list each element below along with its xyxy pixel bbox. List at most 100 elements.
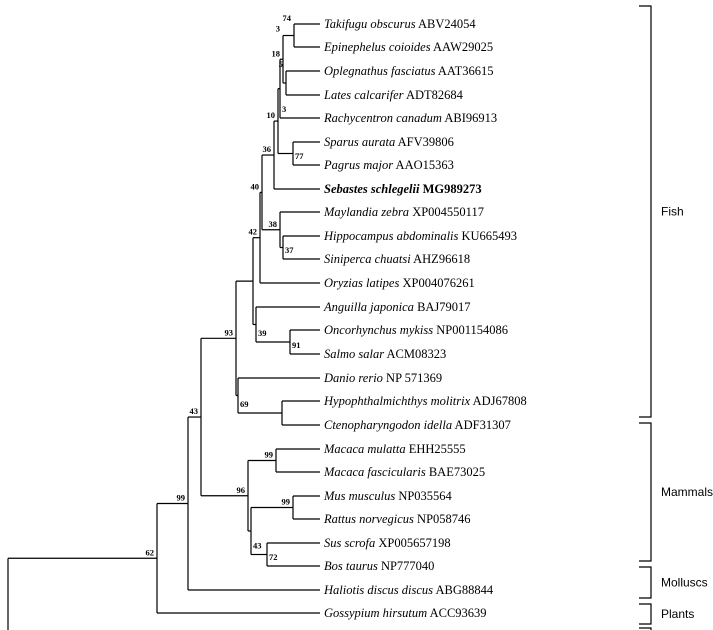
accession-number: ABI96913: [442, 111, 497, 125]
species-name: Pagrus major: [323, 158, 393, 172]
species-name: Bos taurus: [324, 559, 378, 573]
bootstrap-value: 18: [272, 48, 281, 58]
species-name: Haliotis discus discus: [323, 583, 433, 597]
bootstrap-value: 37: [285, 245, 294, 255]
accession-number: XP004550117: [409, 205, 484, 219]
accession-number: ADJ67808: [470, 394, 527, 408]
species-name: Oncorhynchus mykiss: [324, 323, 433, 337]
taxon-label: Epinephelus coioides AAW29025: [323, 40, 493, 54]
group-label: Fish: [661, 205, 684, 219]
accession-number: MG989273: [419, 182, 481, 196]
accession-number: ABG88844: [433, 583, 494, 597]
taxon-label: Siniperca chuatsi AHZ96618: [324, 252, 470, 266]
bootstrap-value: 39: [258, 328, 267, 338]
species-name: Sparus aurata: [324, 135, 395, 149]
taxon-label: Sus scrofa XP005657198: [324, 536, 451, 550]
bootstrap-value: 3: [282, 104, 286, 114]
species-name: Gossypium hirsutum: [324, 606, 427, 620]
accession-number: ACC93639: [427, 606, 486, 620]
species-name: Lates calcarifer: [323, 88, 404, 102]
group-label: Mammals: [661, 485, 713, 499]
taxon-label: Mus musculus NP035564: [323, 489, 453, 503]
taxon-label: Oplegnathus fasciatus AAT36615: [324, 64, 493, 78]
taxon-label: Salmo salar ACM08323: [324, 347, 446, 361]
taxon-label: Ctenopharyngodon idella ADF31307: [324, 418, 511, 432]
species-name: Sebastes schlegelii: [324, 182, 420, 196]
group-bracket-partial: [639, 627, 652, 630]
species-name: Sus scrofa: [324, 536, 375, 550]
accession-number: BAE73025: [426, 465, 485, 479]
taxon-label: Danio rerio NP 571369: [323, 371, 442, 385]
accession-number: AAO15363: [393, 158, 454, 172]
accession-number: AHZ96618: [411, 252, 470, 266]
taxon-label: Oncorhynchus mykiss NP001154086: [324, 323, 508, 337]
taxon-label: Pagrus major AAO15363: [323, 158, 454, 172]
accession-number: NP001154086: [433, 323, 508, 337]
species-name: Rachycentron canadum: [323, 111, 442, 125]
taxon-label: Maylandia zebra XP004550117: [323, 205, 484, 219]
species-name: Mus musculus: [323, 489, 395, 503]
group-brackets: Fish Mammals Molluscs Plants: [639, 5, 713, 630]
bootstrap-value: 99: [282, 497, 291, 507]
taxon-label: Macaca mulatta EHH25555: [323, 442, 466, 456]
bootstrap-value: 91: [292, 340, 301, 350]
species-name: Takifugu obscurus: [324, 17, 416, 31]
group-bracket: [639, 603, 652, 625]
accession-number: ADT82684: [404, 88, 464, 102]
bootstrap-value: 42: [249, 227, 258, 237]
accession-number: NP 571369: [383, 371, 442, 385]
support-values: 7435183107736403837423993916999439996994…: [146, 13, 305, 562]
bootstrap-value: 40: [251, 181, 260, 191]
accession-number: KU665493: [458, 229, 517, 243]
group-bracket: [639, 422, 652, 562]
accession-number: NP777040: [378, 559, 435, 573]
accession-number: NP058746: [414, 512, 471, 526]
accession-number: ADF31307: [452, 418, 511, 432]
species-name: Oryzias latipes: [324, 276, 399, 290]
species-name: Macaca fascicularis: [323, 465, 426, 479]
bootstrap-value: 72: [269, 552, 278, 562]
taxon-label: Sebastes schlegelii MG989273: [324, 182, 482, 196]
bootstrap-value: 74: [283, 13, 292, 23]
species-name: Epinephelus coioides: [323, 40, 431, 54]
bootstrap-value: 5: [279, 59, 283, 69]
accession-number: AAT36615: [435, 64, 493, 78]
taxon-label: Lates calcarifer ADT82684: [323, 88, 464, 102]
species-name: Macaca mulatta: [323, 442, 406, 456]
bootstrap-value: 99: [265, 450, 274, 460]
bootstrap-value: 93: [225, 327, 234, 337]
accession-number: AFV39806: [395, 135, 454, 149]
accession-number: BAJ79017: [414, 300, 471, 314]
taxon-label: Sparus aurata AFV39806: [324, 135, 454, 149]
taxon-label: Gossypium hirsutum ACC93639: [324, 606, 487, 620]
bootstrap-value: 43: [190, 406, 199, 416]
accession-number: XP005657198: [375, 536, 450, 550]
group-label: Molluscs: [661, 576, 708, 590]
species-name: Maylandia zebra: [323, 205, 409, 219]
accession-number: AAW29025: [431, 40, 494, 54]
bootstrap-value: 99: [177, 493, 186, 503]
species-name: Hippocampus abdominalis: [323, 229, 459, 243]
taxon-label: Rachycentron canadum ABI96913: [323, 111, 497, 125]
bootstrap-value: 62: [146, 547, 155, 557]
taxon-label: Haliotis discus discus ABG88844: [323, 583, 494, 597]
taxon-label: Rattus norvegicus NP058746: [323, 512, 471, 526]
bootstrap-value: 96: [237, 485, 246, 495]
accession-number: EHH25555: [406, 442, 466, 456]
species-name: Anguilla japonica: [323, 300, 414, 314]
species-name: Rattus norvegicus: [323, 512, 414, 526]
taxon-labels: Takifugu obscurus ABV24054 Epinephelus co…: [323, 17, 527, 620]
group-label: Plants: [661, 607, 694, 621]
taxon-label: Oryzias latipes XP004076261: [324, 276, 475, 290]
taxon-label: Bos taurus NP777040: [324, 559, 434, 573]
bootstrap-value: 43: [253, 541, 262, 551]
group-bracket: [639, 5, 652, 418]
bootstrap-value: 10: [267, 110, 276, 120]
species-name: Danio rerio: [323, 371, 383, 385]
taxon-label: Macaca fascicularis BAE73025: [323, 465, 485, 479]
taxon-label: Hippocampus abdominalis KU665493: [323, 229, 517, 243]
group-bracket: [639, 566, 652, 599]
bootstrap-value: 38: [269, 219, 278, 229]
species-name: Hypophthalmichthys molitrix: [323, 394, 471, 408]
